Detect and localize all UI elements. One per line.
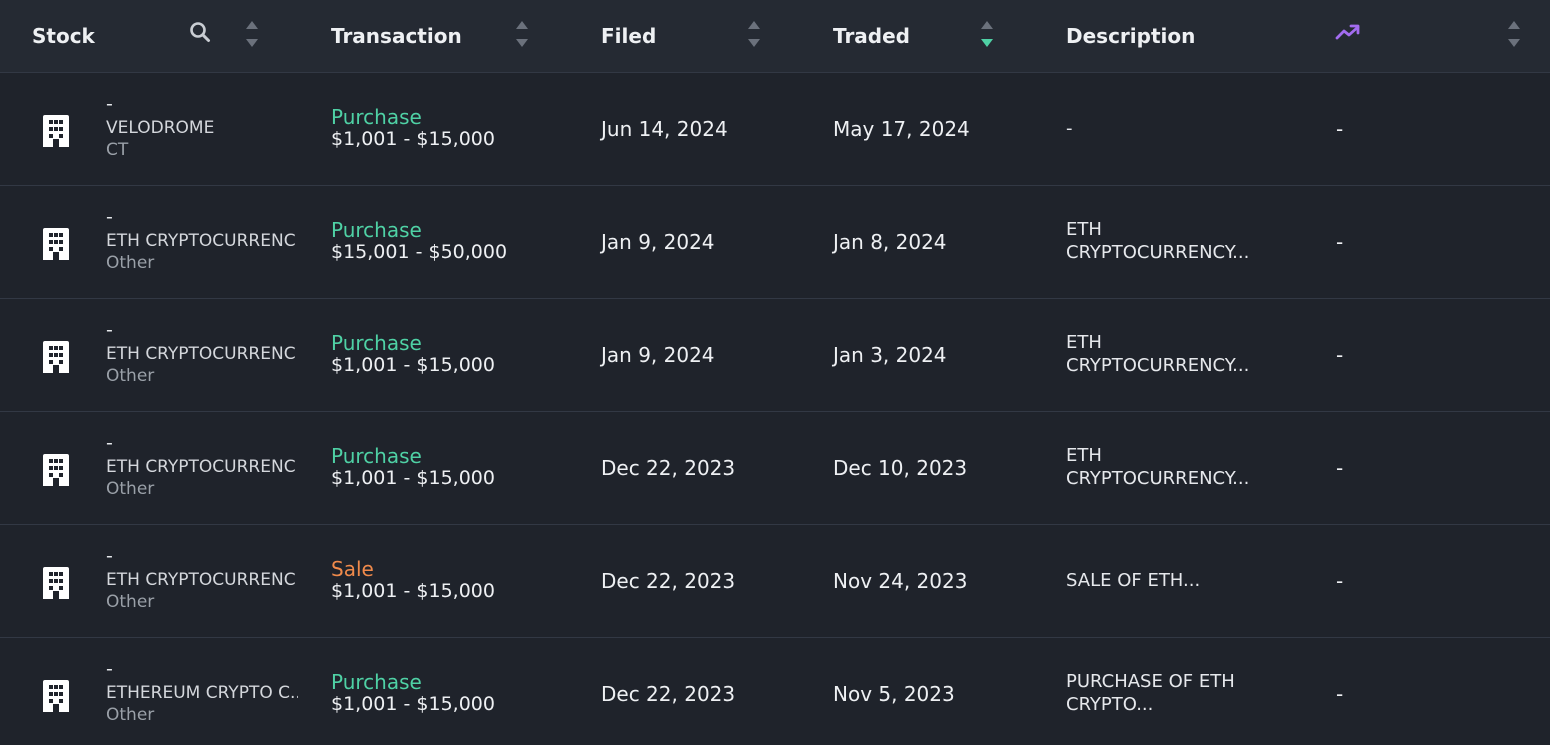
performance-value: - <box>1336 117 1344 141</box>
description: ETH CRYPTOCURRENCY... <box>1066 331 1296 377</box>
building-icon <box>43 341 69 373</box>
transaction-amount: $1,001 - $15,000 <box>331 354 495 376</box>
traded-date: May 17, 2024 <box>833 117 970 141</box>
table-row[interactable]: - ETH CRYPTOCURRENC Other Purchase $15,0… <box>0 186 1550 299</box>
filed-date: Jan 9, 2024 <box>601 230 715 254</box>
header-transaction[interactable]: Transaction <box>331 24 462 48</box>
stock-name[interactable]: ETH CRYPTOCURRENC <box>106 344 296 364</box>
filed-date: Jun 14, 2024 <box>601 117 728 141</box>
stock-ticker[interactable]: - <box>106 319 113 341</box>
traded-date: Jan 8, 2024 <box>833 230 947 254</box>
description-line-1: ETH <box>1066 332 1102 353</box>
filed-date: Dec 22, 2023 <box>601 456 736 480</box>
description-line-2: CRYPTOCURRENCY... <box>1066 355 1250 376</box>
sort-transaction-button[interactable] <box>515 21 529 47</box>
table-header: Stock Transaction Filed Traded Descripti… <box>0 0 1550 73</box>
search-icon[interactable] <box>189 21 211 43</box>
sort-performance-button[interactable] <box>1507 21 1521 47</box>
sort-traded-button[interactable] <box>980 21 994 47</box>
transaction-type: Purchase <box>331 218 422 242</box>
header-stock[interactable]: Stock <box>32 24 95 48</box>
table-row[interactable]: - ETH CRYPTOCURRENC Other Purchase $1,00… <box>0 299 1550 412</box>
transaction-type: Purchase <box>331 670 422 694</box>
description: ETH CRYPTOCURRENCY... <box>1066 444 1296 490</box>
performance-value: - <box>1336 682 1344 706</box>
filed-date: Dec 22, 2023 <box>601 682 736 706</box>
trending-up-icon[interactable] <box>1335 23 1361 41</box>
transaction-type: Sale <box>331 557 374 581</box>
asset-type: Other <box>106 479 155 499</box>
stock-ticker[interactable]: - <box>106 658 113 680</box>
performance-value: - <box>1336 569 1344 593</box>
table-row[interactable]: - ETH CRYPTOCURRENC Other Sale $1,001 - … <box>0 525 1550 638</box>
table-row[interactable]: - VELODROME CT Purchase $1,001 - $15,000… <box>0 73 1550 186</box>
performance-value: - <box>1336 456 1344 480</box>
building-icon <box>43 567 69 599</box>
description-line-2: CRYPTOCURRENCY... <box>1066 242 1250 263</box>
table-row[interactable]: - ETH CRYPTOCURRENC Other Purchase $1,00… <box>0 412 1550 525</box>
stock-name[interactable]: VELODROME <box>106 118 215 138</box>
table-body: - VELODROME CT Purchase $1,001 - $15,000… <box>0 73 1550 745</box>
building-icon <box>43 454 69 486</box>
header-filed[interactable]: Filed <box>601 24 657 48</box>
header-description: Description <box>1066 24 1196 48</box>
traded-date: Nov 24, 2023 <box>833 569 968 593</box>
traded-date: Dec 10, 2023 <box>833 456 968 480</box>
stock-ticker[interactable]: - <box>106 432 113 454</box>
description: - <box>1066 117 1296 140</box>
asset-type: Other <box>106 705 155 725</box>
sort-filed-button[interactable] <box>747 21 761 47</box>
asset-type: CT <box>106 140 129 160</box>
stock-ticker[interactable]: - <box>106 206 113 228</box>
description-line-1: - <box>1066 118 1073 139</box>
description: ETH CRYPTOCURRENCY... <box>1066 218 1296 264</box>
stock-ticker[interactable]: - <box>106 545 113 567</box>
description-line-2: CRYPTOCURRENCY... <box>1066 468 1250 489</box>
filed-date: Dec 22, 2023 <box>601 569 736 593</box>
description-line-1: SALE OF ETH... <box>1066 570 1201 591</box>
traded-date: Jan 3, 2024 <box>833 343 947 367</box>
performance-value: - <box>1336 343 1344 367</box>
filed-date: Jan 9, 2024 <box>601 343 715 367</box>
stock-name[interactable]: ETHEREUM CRYPTO C.. <box>106 683 298 703</box>
performance-value: - <box>1336 230 1344 254</box>
transaction-type: Purchase <box>331 444 422 468</box>
transaction-type: Purchase <box>331 105 422 129</box>
asset-type: Other <box>106 253 155 273</box>
description-line-2: CRYPTO... <box>1066 694 1154 715</box>
building-icon <box>43 680 69 712</box>
traded-date: Nov 5, 2023 <box>833 682 955 706</box>
table-row[interactable]: - ETHEREUM CRYPTO C.. Other Purchase $1,… <box>0 638 1550 745</box>
stock-name[interactable]: ETH CRYPTOCURRENC <box>106 457 296 477</box>
transaction-amount: $1,001 - $15,000 <box>331 128 495 150</box>
sort-stock-button[interactable] <box>245 21 259 47</box>
description-line-1: ETH <box>1066 219 1102 240</box>
description-line-1: ETH <box>1066 445 1102 466</box>
transaction-amount: $1,001 - $15,000 <box>331 580 495 602</box>
transaction-amount: $1,001 - $15,000 <box>331 467 495 489</box>
asset-type: Other <box>106 592 155 612</box>
description: SALE OF ETH... <box>1066 569 1296 592</box>
building-icon <box>43 115 69 147</box>
stock-name[interactable]: ETH CRYPTOCURRENC <box>106 570 296 590</box>
transaction-type: Purchase <box>331 331 422 355</box>
building-icon <box>43 228 69 260</box>
transaction-amount: $15,001 - $50,000 <box>331 241 508 263</box>
transaction-amount: $1,001 - $15,000 <box>331 693 495 715</box>
header-traded[interactable]: Traded <box>833 24 911 48</box>
description: PURCHASE OF ETH CRYPTO... <box>1066 670 1296 716</box>
stock-name[interactable]: ETH CRYPTOCURRENC <box>106 231 296 251</box>
stock-ticker[interactable]: - <box>106 93 113 115</box>
description-line-1: PURCHASE OF ETH <box>1066 671 1235 692</box>
asset-type: Other <box>106 366 155 386</box>
